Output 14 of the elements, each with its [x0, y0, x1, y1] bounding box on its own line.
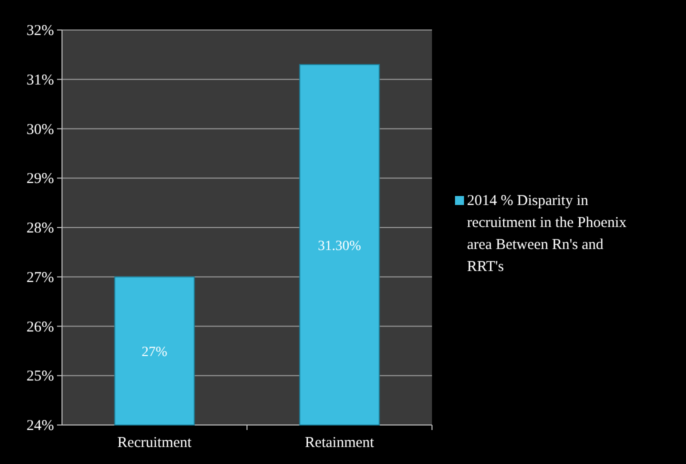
- y-tick-label: 32%: [26, 23, 54, 39]
- y-tick-label: 30%: [26, 122, 54, 138]
- legend-label: 2014 % Disparity in recruitment in the Phoenix area Between Rn's and RRT's: [467, 193, 628, 275]
- x-tick-label: Retainment: [304, 435, 375, 451]
- y-tick-label: 27%: [26, 270, 54, 286]
- y-tick-label: 25%: [26, 368, 54, 385]
- x-tick-label: Recruitment: [117, 435, 192, 451]
- y-tick-label: 29%: [26, 171, 54, 188]
- y-tick-label: 28%: [26, 220, 54, 236]
- data-label: 31.30%: [318, 238, 362, 254]
- y-tick-label: 24%: [26, 418, 54, 434]
- y-tick-label: 31%: [26, 72, 54, 88]
- y-tick-label: 26%: [26, 319, 54, 336]
- data-label: 27%: [142, 344, 168, 360]
